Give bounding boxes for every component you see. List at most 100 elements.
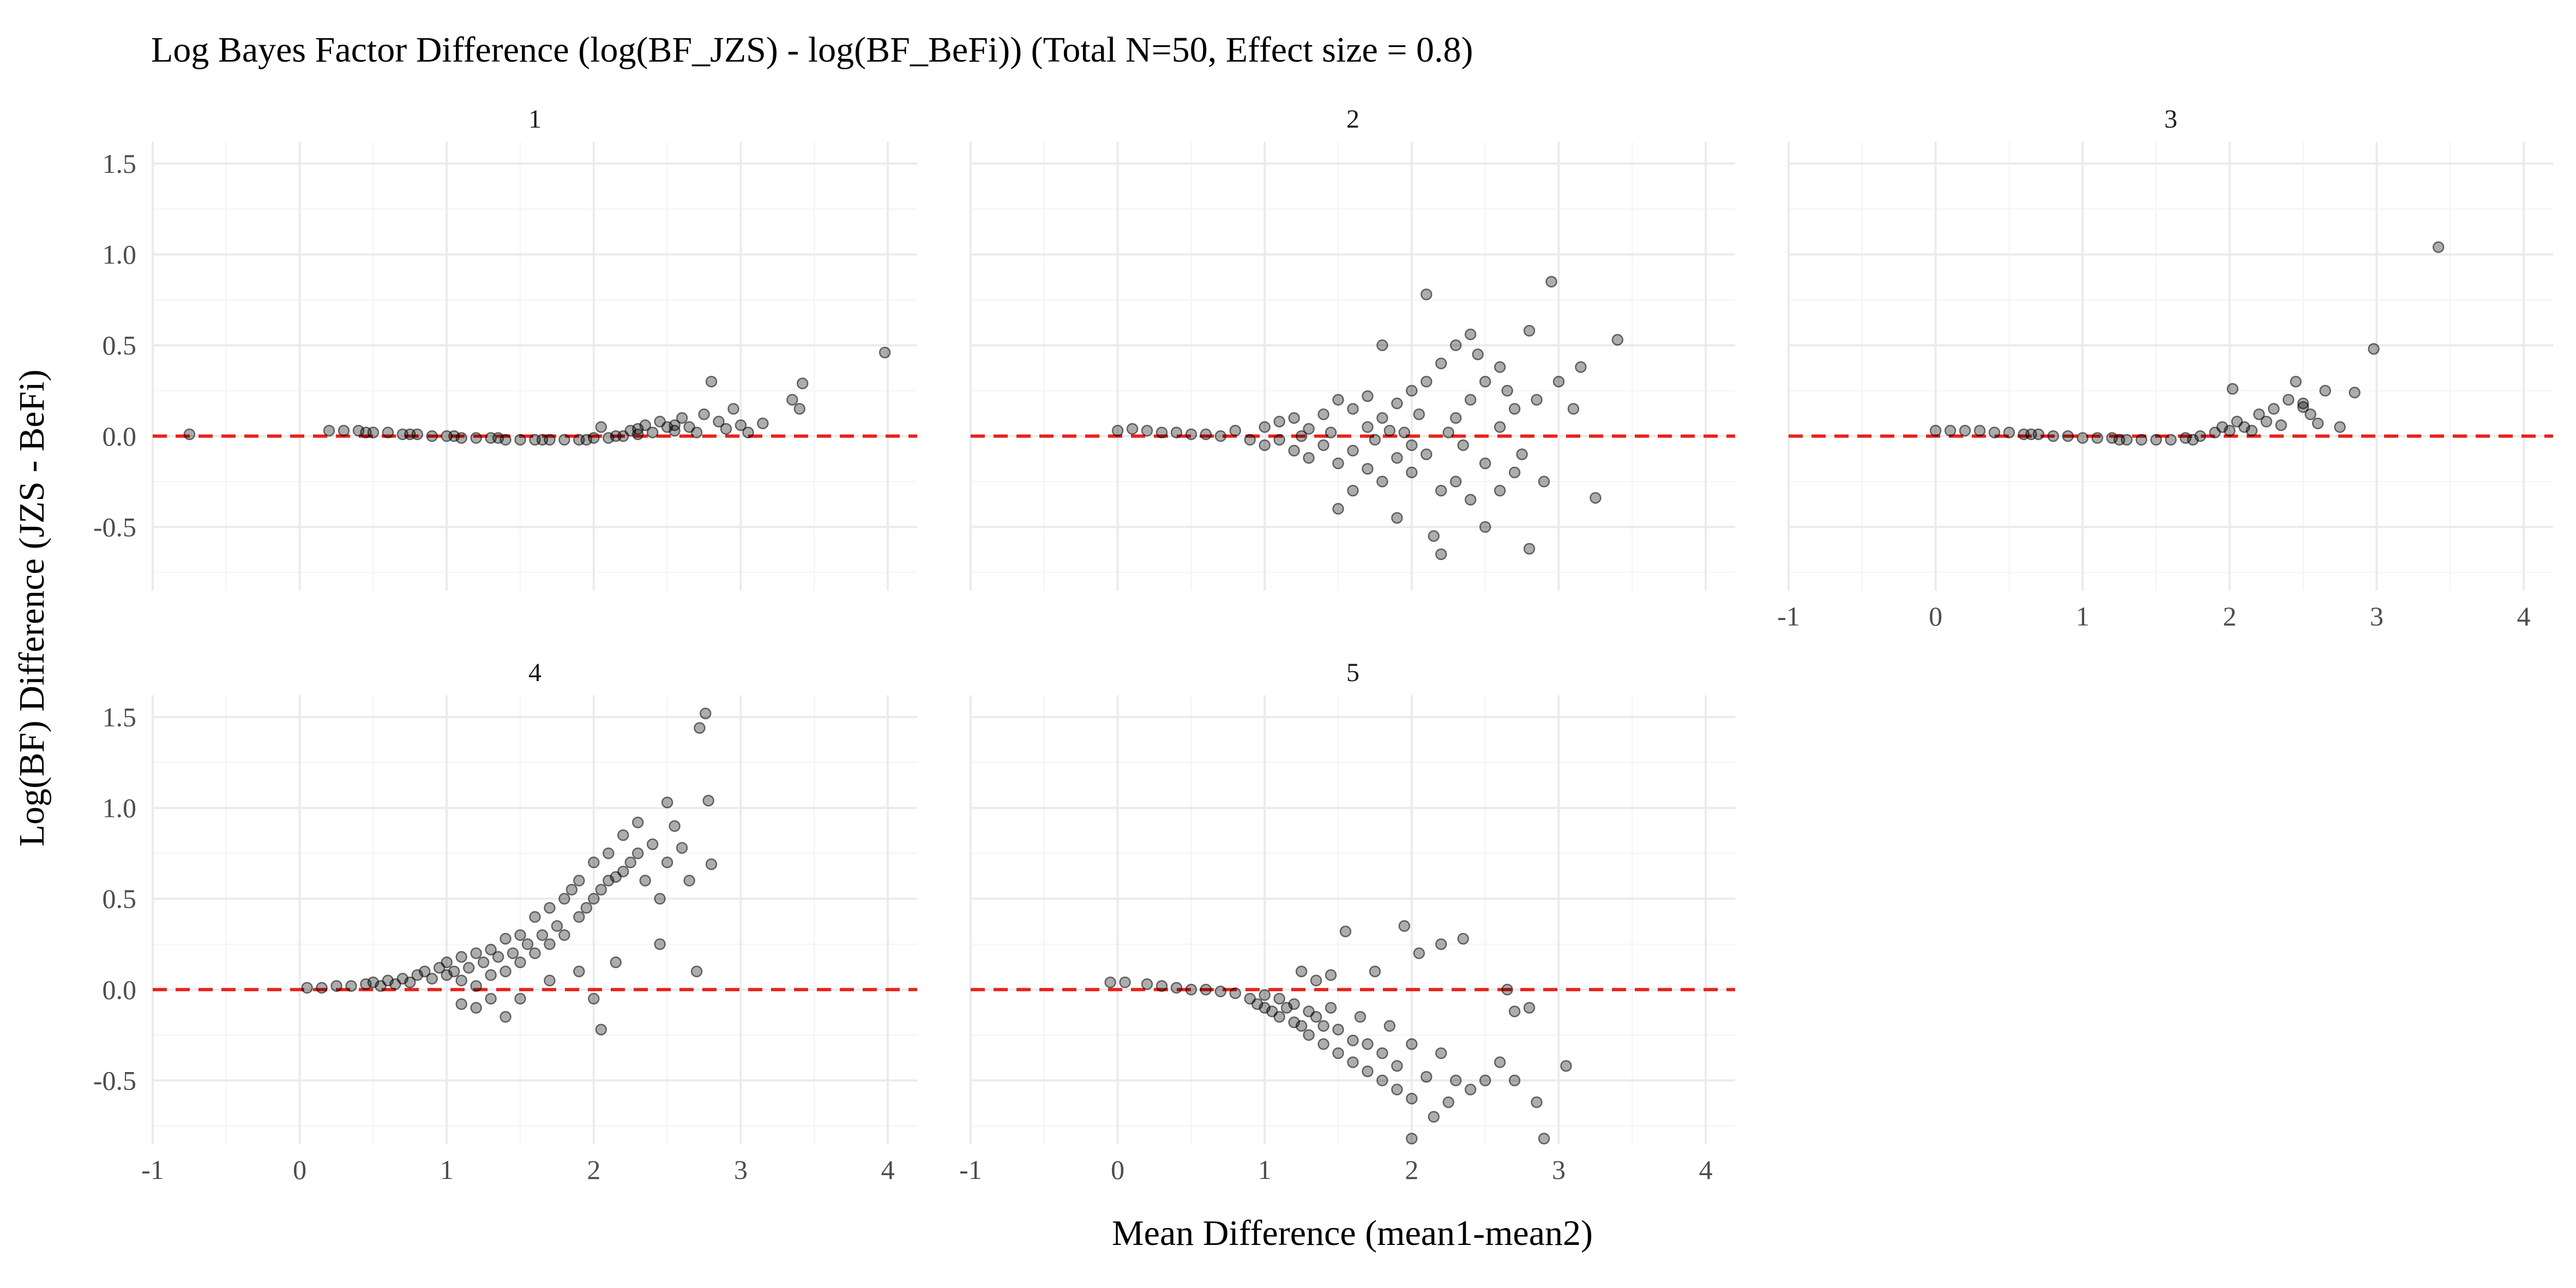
data-point — [1332, 503, 1344, 515]
data-point — [878, 346, 891, 359]
data-point — [1479, 458, 1491, 470]
data-point — [558, 929, 570, 941]
data-point — [1170, 426, 1183, 438]
data-point — [1516, 448, 1528, 460]
data-point — [1273, 992, 1285, 1005]
data-point — [345, 980, 357, 992]
data-point — [1435, 938, 1447, 950]
data-point — [2135, 434, 2147, 446]
x-tick-label: 1 — [440, 1154, 454, 1185]
data-point — [588, 856, 600, 869]
chart-title: Log Bayes Factor Difference (log(BF_JZS)… — [151, 30, 1473, 70]
data-point — [1523, 324, 1536, 337]
data-point — [1111, 425, 1124, 437]
data-point — [1421, 376, 1433, 388]
data-point — [669, 419, 681, 431]
data-point — [2246, 425, 2258, 437]
x-tick-label: 4 — [2517, 601, 2531, 631]
data-point — [1362, 1065, 1374, 1078]
data-point — [690, 965, 703, 978]
data-point — [1508, 466, 1521, 479]
data-point — [1464, 328, 1477, 340]
data-point — [544, 974, 556, 986]
data-point — [1200, 428, 1212, 441]
data-point — [441, 956, 453, 968]
facet-panel-5: 5 -1 0 1 2 3 4 — [959, 658, 1735, 1185]
facet-label: 5 — [1346, 658, 1359, 687]
data-point — [705, 858, 718, 870]
data-point — [610, 430, 622, 442]
y-tick-label: 1.5 — [103, 702, 137, 732]
y-tick-label: -0.5 — [93, 511, 136, 542]
data-point — [1413, 408, 1425, 420]
data-point — [1435, 548, 1447, 561]
data-point — [1141, 978, 1153, 990]
data-point — [1523, 1002, 1536, 1014]
data-point — [1347, 444, 1359, 457]
data-point — [404, 976, 416, 989]
data-point — [404, 428, 416, 441]
data-point — [1200, 984, 1212, 996]
data-point — [1259, 421, 1271, 433]
data-point — [529, 947, 541, 959]
data-point — [2165, 434, 2177, 446]
data-point — [507, 947, 519, 959]
data-point — [330, 980, 342, 992]
data-point — [1428, 530, 1440, 542]
data-point — [2349, 387, 2361, 399]
data-point — [1273, 416, 1285, 428]
data-point — [654, 893, 666, 905]
data-point — [485, 992, 497, 1005]
data-point — [690, 426, 703, 438]
data-point — [702, 795, 714, 807]
data-point — [2368, 343, 2380, 355]
data-point — [492, 432, 504, 444]
data-point — [1354, 1011, 1367, 1023]
data-point — [713, 416, 725, 428]
data-point — [2025, 428, 2037, 441]
data-point — [338, 425, 350, 437]
data-point — [1479, 1074, 1491, 1087]
data-point — [1391, 1060, 1403, 1072]
data-point — [470, 980, 482, 992]
data-point — [573, 875, 585, 887]
data-point — [631, 847, 644, 859]
data-point — [2047, 430, 2060, 442]
data-point — [1325, 426, 1337, 438]
data-point — [669, 820, 681, 832]
x-tick-label: 3 — [2370, 601, 2384, 631]
data-point — [1406, 1092, 1418, 1105]
x-tick-label: 1 — [2076, 601, 2090, 631]
data-point — [1376, 476, 1388, 487]
data-point — [1538, 1133, 1550, 1145]
data-point — [2275, 419, 2287, 431]
x-tick-label: 0 — [1111, 1154, 1124, 1185]
data-point — [1421, 1070, 1433, 1083]
data-point — [1295, 1020, 1308, 1032]
data-point — [1185, 984, 1197, 996]
data-point — [1259, 439, 1271, 452]
facet-label: 2 — [1346, 105, 1359, 134]
data-point — [1339, 925, 1352, 937]
data-point — [1464, 493, 1477, 506]
data-point — [617, 829, 629, 841]
data-point — [1435, 484, 1447, 497]
data-point — [1508, 403, 1521, 415]
data-point — [2297, 401, 2309, 413]
facet-panel-3: 3 -1 0 1 2 3 4 — [1777, 105, 2553, 631]
data-point — [1391, 398, 1403, 410]
data-point — [544, 938, 556, 950]
data-point — [1944, 425, 1957, 437]
data-point — [1155, 980, 1168, 992]
data-point — [742, 426, 754, 438]
data-point — [1317, 439, 1329, 452]
data-point — [1508, 1006, 1521, 1018]
data-point — [705, 376, 718, 388]
data-point — [1406, 1133, 1418, 1145]
y-tick-label: 1.0 — [103, 239, 137, 270]
data-point — [1303, 452, 1315, 464]
data-point — [448, 430, 460, 442]
data-point — [1560, 1060, 1572, 1072]
data-point — [2253, 408, 2265, 420]
data-point — [470, 947, 482, 959]
